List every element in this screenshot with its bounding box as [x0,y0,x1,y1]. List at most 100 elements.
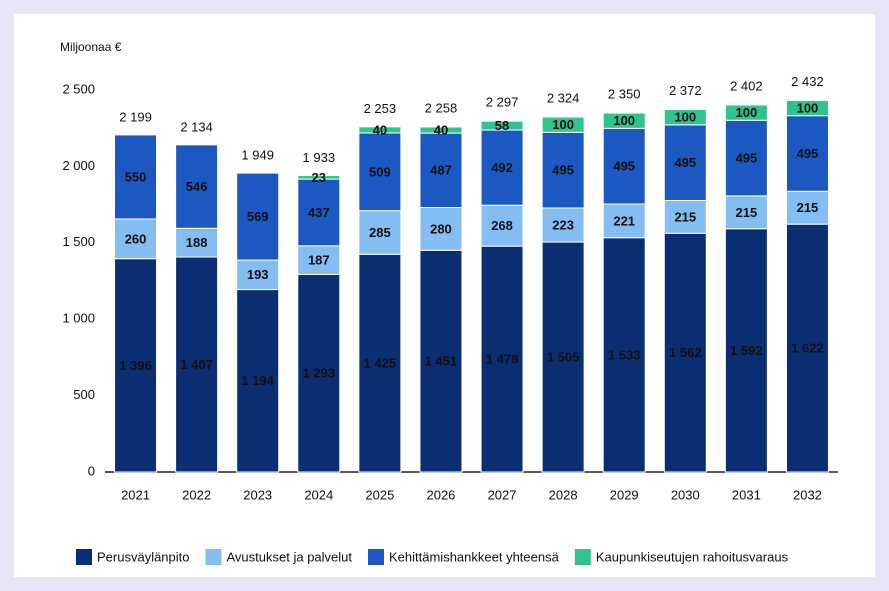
y-tick-label: 1 500 [62,234,95,249]
x-tick-label: 2025 [365,487,394,502]
x-tick-label: 2027 [488,487,517,502]
legend-swatch [368,549,384,565]
value-label: 1 407 [180,357,213,372]
legend-label: Avustukset ja palvelut [227,549,353,564]
bar-segment [419,249,463,473]
y-axis-label: Miljoonaa € [60,40,122,54]
bar-segment [785,99,829,117]
total-label: 2 253 [364,101,397,116]
value-label: 268 [491,218,513,233]
x-tick-label: 2028 [549,487,578,502]
value-label: 1 533 [608,347,641,362]
value-label: 1 396 [119,358,152,373]
bar-segment [663,109,707,126]
value-label: 1 293 [303,366,336,381]
value-label: 1 478 [486,352,519,367]
value-label: 495 [797,146,819,161]
bar-segment [480,120,524,131]
bar-segment [480,204,524,247]
legend-label: Kehittämishankkeet yhteensä [389,549,560,564]
legend-swatch [76,549,92,565]
bar-segment [175,256,219,473]
bar-segment [297,178,341,247]
bar-segment [663,232,707,473]
value-label: 100 [736,105,758,120]
bar-segment [541,131,585,209]
bar-segment [358,253,402,473]
y-tick-label: 1 000 [62,311,95,326]
value-label: 280 [430,221,452,236]
bar-segment [785,115,829,192]
bar-segment [724,228,768,473]
value-label: 1 505 [547,349,580,364]
value-label: 223 [552,217,574,232]
total-label: 1 949 [241,148,274,163]
bar-segment [419,132,463,209]
bar-segment [541,241,585,473]
value-label: 487 [430,163,452,178]
value-label: 1 425 [364,356,397,371]
legend-swatch [574,549,591,565]
value-label: 188 [186,235,208,250]
bar-segment [358,126,402,134]
bar-segment [114,258,158,473]
bar-segment [602,127,646,205]
bar-segment [785,190,829,225]
bar-segment [602,237,646,473]
x-tick-label: 2023 [243,487,272,502]
value-label: 492 [491,160,513,175]
total-label: 2 402 [730,78,763,93]
value-label: 100 [552,117,574,132]
bar-segment [236,289,280,473]
y-tick-label: 2 000 [62,158,95,173]
bar-segment [541,207,585,243]
value-label: 100 [613,113,635,128]
value-label: 221 [613,213,635,228]
value-label: 437 [308,205,330,220]
value-label: 100 [797,100,819,115]
legend-label: Kaupunkiseutujen rahoitusvaraus [596,549,789,564]
bar-segment [480,129,524,206]
x-tick-label: 2029 [610,487,639,502]
x-tick-label: 2024 [304,487,333,502]
value-label: 550 [125,169,147,184]
value-label: 1 592 [730,343,763,358]
bar-segment [114,218,158,260]
bar-segment [236,259,280,291]
value-label: 215 [797,200,819,215]
bar-segment [175,227,219,258]
bar-segment [724,104,768,121]
value-label: 509 [369,164,391,179]
total-label: 2 372 [669,83,702,98]
bar-segment [297,175,341,180]
total-label: 2 432 [791,74,824,89]
bar-segment [236,172,280,261]
x-tick-label: 2026 [426,487,455,502]
value-label: 495 [552,163,574,178]
bar-segment [724,119,768,197]
value-label: 569 [247,209,269,224]
y-tick-label: 2 500 [62,81,95,96]
value-label: 100 [674,110,696,125]
total-label: 2 297 [486,94,519,109]
value-label: 187 [308,253,330,268]
bar-segment [358,210,402,255]
bar-segment [724,195,768,230]
bar-segment [419,126,463,134]
value-label: 40 [373,122,387,137]
y-tick-label: 500 [73,387,95,402]
bar-segment [480,245,524,473]
value-label: 1 562 [669,345,702,360]
value-label: 40 [434,122,448,137]
total-label: 2 199 [119,109,152,124]
bar-segment [419,207,463,251]
bar-segment [541,116,585,133]
bar-segment [114,134,158,220]
total-label: 1 933 [303,150,336,165]
value-label: 260 [125,231,147,246]
total-label: 2 350 [608,86,641,101]
value-label: 495 [613,159,635,174]
total-label: 2 134 [180,119,213,134]
value-label: 215 [736,205,758,220]
